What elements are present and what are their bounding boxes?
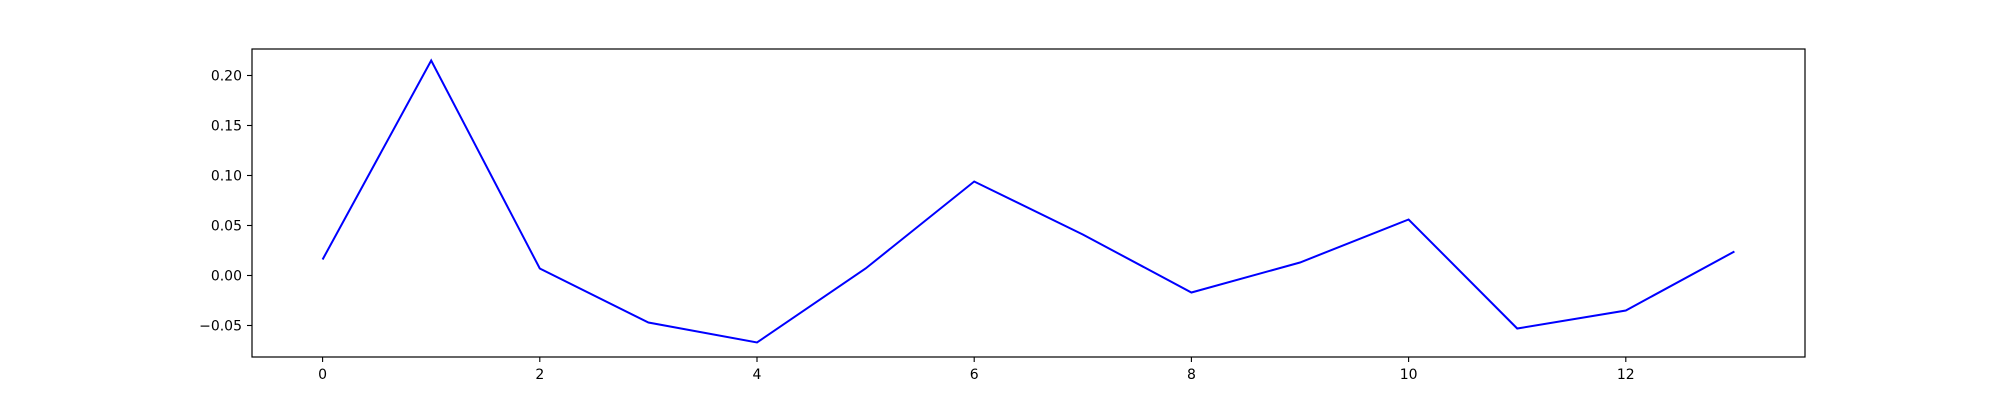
x-tick-label: 0 — [318, 367, 327, 383]
y-tick-label: 0.05 — [211, 219, 242, 235]
x-tick-label: 8 — [1187, 367, 1196, 383]
y-tick-label: 0.20 — [211, 69, 242, 85]
y-axis: −0.05 0.00 0.05 0.10 0.15 0.20 — [199, 69, 252, 335]
x-tick-label: 2 — [535, 367, 544, 383]
x-tick-label: 4 — [753, 367, 762, 383]
y-tick-label: 0.15 — [211, 119, 242, 135]
y-tick-label: −0.05 — [199, 319, 242, 335]
series-layer — [321, 58, 1735, 344]
x-tick-label: 6 — [970, 367, 979, 383]
x-tick-label: 10 — [1400, 367, 1418, 383]
y-tick-label: 0.10 — [211, 169, 242, 185]
x-axis: 0 2 4 6 8 10 12 — [318, 357, 1635, 383]
x-tick-label: 12 — [1617, 367, 1635, 383]
series-line — [321, 58, 1735, 344]
plot-area — [251, 48, 1806, 358]
y-tick-label: 0.00 — [211, 269, 242, 285]
plot-frame — [251, 48, 1806, 358]
